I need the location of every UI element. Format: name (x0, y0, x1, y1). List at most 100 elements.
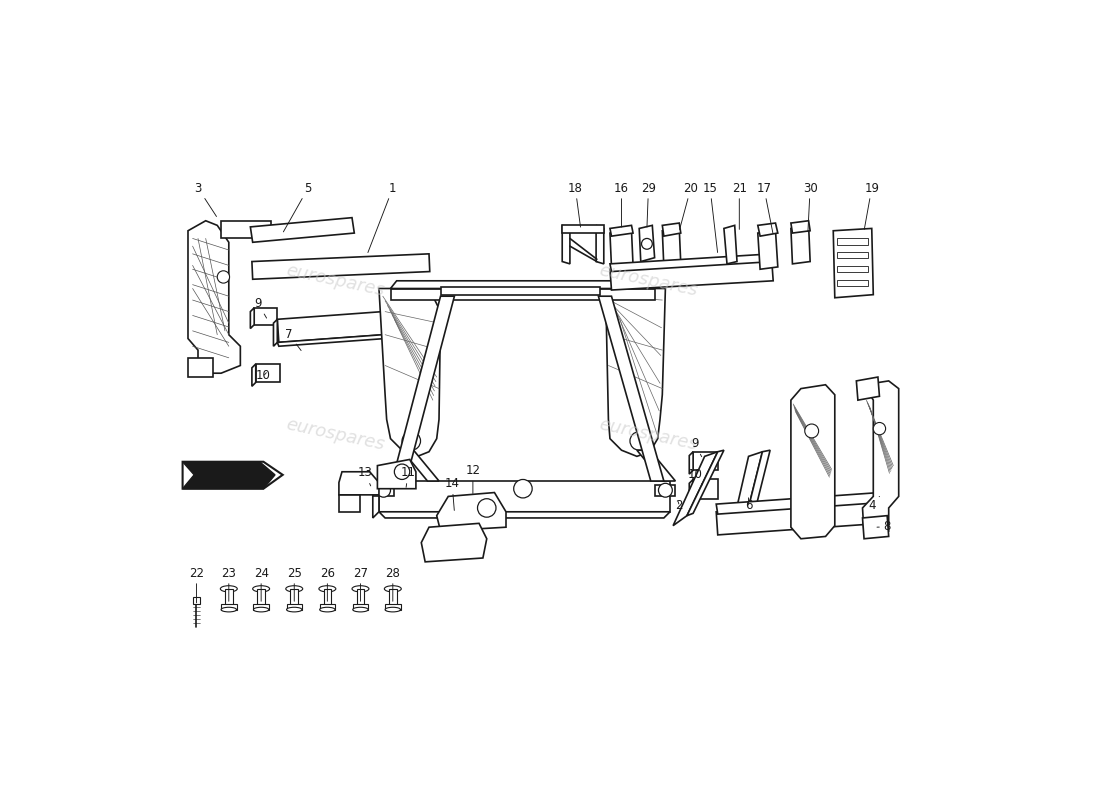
Ellipse shape (319, 586, 336, 592)
Polygon shape (690, 479, 693, 502)
Text: 16: 16 (614, 182, 629, 227)
Polygon shape (252, 364, 255, 386)
Bar (194, 597, 199, 604)
Bar (693, 452, 717, 470)
Polygon shape (637, 450, 675, 481)
Text: 9: 9 (691, 437, 702, 457)
Polygon shape (378, 481, 670, 512)
Polygon shape (373, 481, 378, 518)
Polygon shape (377, 459, 416, 489)
Polygon shape (562, 226, 570, 264)
Ellipse shape (253, 586, 270, 592)
Polygon shape (598, 296, 664, 481)
Text: eurospares: eurospares (597, 262, 700, 300)
Polygon shape (277, 334, 385, 346)
Polygon shape (390, 281, 654, 289)
Polygon shape (733, 452, 762, 523)
Polygon shape (791, 385, 835, 538)
Text: 21: 21 (732, 182, 747, 230)
Bar (837, 280, 868, 286)
Polygon shape (596, 226, 604, 264)
Ellipse shape (352, 586, 368, 592)
Circle shape (630, 432, 649, 450)
Text: eurospares: eurospares (597, 415, 700, 454)
Polygon shape (274, 319, 277, 346)
Bar (389, 589, 397, 608)
Bar (221, 604, 236, 610)
Bar (356, 589, 364, 608)
Polygon shape (251, 218, 354, 242)
Text: 5: 5 (284, 182, 311, 232)
Polygon shape (606, 289, 666, 456)
Polygon shape (403, 450, 439, 481)
Ellipse shape (320, 607, 336, 612)
Bar (254, 308, 277, 325)
Ellipse shape (384, 586, 402, 592)
Polygon shape (862, 516, 889, 538)
Text: 27: 27 (353, 566, 369, 602)
Bar (837, 238, 868, 245)
Polygon shape (690, 452, 693, 474)
Polygon shape (221, 221, 271, 238)
Polygon shape (724, 226, 737, 264)
Circle shape (395, 464, 409, 479)
Text: 20: 20 (680, 182, 698, 230)
Polygon shape (440, 287, 600, 294)
Polygon shape (758, 230, 778, 270)
Polygon shape (862, 381, 899, 534)
Circle shape (477, 498, 496, 517)
Polygon shape (437, 493, 506, 531)
Polygon shape (373, 485, 395, 496)
Polygon shape (188, 358, 213, 377)
Polygon shape (339, 472, 378, 495)
Bar (290, 589, 298, 608)
Circle shape (218, 270, 230, 283)
Text: 23: 23 (221, 566, 236, 602)
Polygon shape (834, 229, 873, 298)
Bar (286, 604, 301, 610)
Bar (257, 589, 265, 608)
Polygon shape (791, 226, 810, 264)
Text: 13: 13 (358, 466, 373, 486)
Polygon shape (252, 254, 430, 279)
Text: 30: 30 (803, 182, 817, 232)
Text: 7: 7 (285, 328, 301, 350)
Text: 10: 10 (688, 468, 703, 485)
Text: 2: 2 (675, 499, 683, 512)
Circle shape (641, 238, 652, 250)
Text: 24: 24 (254, 566, 268, 602)
Ellipse shape (353, 607, 369, 612)
Ellipse shape (221, 607, 236, 612)
Text: 18: 18 (568, 182, 583, 227)
Bar (224, 589, 232, 608)
Polygon shape (747, 450, 770, 514)
Polygon shape (390, 289, 654, 300)
Ellipse shape (286, 607, 301, 612)
Circle shape (376, 483, 390, 497)
Bar (837, 252, 868, 258)
Bar (253, 604, 268, 610)
Bar (385, 604, 400, 610)
Circle shape (873, 422, 886, 435)
Polygon shape (392, 296, 454, 481)
Ellipse shape (253, 607, 268, 612)
Text: 10: 10 (256, 370, 271, 382)
Text: 11: 11 (400, 466, 416, 487)
Text: 15: 15 (703, 182, 717, 253)
Polygon shape (716, 500, 881, 535)
Polygon shape (662, 229, 681, 267)
Polygon shape (183, 462, 275, 489)
Polygon shape (856, 377, 880, 400)
Circle shape (402, 432, 420, 450)
Text: 26: 26 (320, 566, 334, 602)
Polygon shape (639, 226, 654, 262)
Polygon shape (378, 512, 670, 518)
Text: eurospares: eurospares (284, 415, 386, 454)
Text: 1: 1 (367, 182, 397, 253)
Polygon shape (609, 226, 634, 236)
Polygon shape (421, 523, 486, 562)
Bar (353, 604, 369, 610)
Polygon shape (188, 221, 241, 373)
Polygon shape (609, 259, 773, 290)
Bar (255, 364, 280, 382)
